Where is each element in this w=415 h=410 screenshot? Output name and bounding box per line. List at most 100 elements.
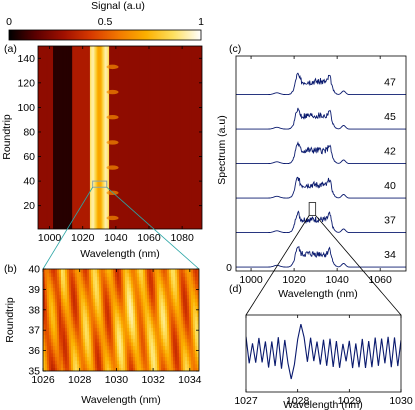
heatmap-b-cell — [173, 294, 176, 299]
heatmap-b-cell — [193, 276, 196, 281]
heatmap-b-cell — [75, 360, 78, 365]
heatmap-b-cell — [77, 352, 80, 358]
heatmap-a-cell — [147, 46, 150, 229]
heatmap-b-cell — [145, 352, 148, 358]
heatmap-b-cell — [137, 345, 140, 350]
heatmap-b-cell — [169, 316, 172, 321]
heatmap-b-cell — [121, 316, 124, 321]
heatmap-b-cell — [163, 338, 166, 343]
heatmap-a-cell — [178, 46, 181, 229]
heatmap-a-cell — [99, 46, 102, 229]
heatmap-b-cell — [93, 294, 96, 299]
heatmap-b-cell — [111, 312, 114, 317]
heatmap-a-cell — [42, 46, 45, 229]
heatmap-b-cell — [121, 367, 124, 371]
heatmap-b-cell — [53, 360, 56, 365]
heatmap-b-cell — [65, 360, 68, 365]
heatmap-b-cell — [109, 352, 112, 358]
heatmap-b-cell — [187, 320, 190, 325]
heatmap-a-cell — [193, 46, 196, 229]
heatmap-b-cell — [59, 360, 62, 365]
heatmap-b-cell — [143, 272, 146, 277]
heatmap-a-cell — [185, 46, 188, 229]
heatmap-b-cell — [141, 330, 144, 336]
heatmap-b-cell — [113, 312, 116, 317]
heatmap-b-cell — [103, 352, 106, 358]
heatmap-b-cell — [159, 341, 162, 347]
heatmap-b-cell — [45, 323, 48, 328]
heatmap-b-cell — [121, 349, 124, 354]
heatmap-b-cell — [59, 323, 62, 328]
heatmap-b-cell — [155, 367, 158, 371]
heatmap-b-cell — [113, 294, 116, 299]
heatmap-b-cell — [159, 294, 162, 299]
heatmap-b-cell — [153, 360, 156, 365]
heatmap-b-cell — [87, 269, 90, 274]
heatmap-b-cell — [105, 360, 108, 365]
heatmap-b-cell — [111, 305, 114, 310]
heatmap-b-cell — [125, 312, 128, 317]
heatmap-b-cell — [173, 363, 176, 368]
heatmap-b-cell — [93, 327, 96, 332]
heatmap-b-cell — [187, 360, 190, 365]
heatmap-a-cell — [124, 46, 127, 229]
heatmap-a-cell — [200, 46, 202, 229]
heatmap-a-cell — [176, 46, 178, 229]
heatmap-b-cell — [57, 298, 60, 303]
heatmap-b-cell — [65, 349, 68, 354]
heatmap-b-cell — [49, 334, 52, 339]
heatmap-a-cell — [139, 46, 142, 229]
heatmap-b-cell — [89, 276, 92, 281]
heatmap-a-cell — [79, 46, 81, 229]
heatmap-b-cell — [161, 345, 164, 350]
heatmap-b-cell — [75, 290, 78, 296]
heatmap-a-cell — [69, 46, 72, 229]
heatmap-b-cell — [99, 312, 102, 317]
heatmap-b-cell — [179, 356, 182, 361]
heatmap-b-cell — [179, 341, 182, 347]
heatmap-b-cell — [127, 320, 130, 325]
heatmap-b-cell — [133, 283, 136, 288]
heatmap-b-cell — [119, 316, 122, 321]
heatmap-b-cell — [83, 356, 86, 361]
heatmap-b-cell — [157, 287, 160, 292]
panel-b-ytick-label: 39 — [28, 284, 40, 296]
heatmap-b-cell — [157, 349, 160, 354]
heatmap-b-cell — [115, 323, 118, 328]
heatmap-b-cell — [103, 269, 106, 274]
heatmap-b-cell — [75, 323, 78, 328]
heatmap-b-cell — [63, 287, 66, 292]
heatmap-b-cell — [183, 269, 186, 274]
heatmap-b-cell — [149, 279, 152, 285]
heatmap-b-cell — [153, 309, 156, 314]
heatmap-b-cell — [143, 345, 146, 350]
heatmap-b-cell — [105, 323, 108, 328]
heatmap-b-cell — [151, 338, 154, 343]
heatmap-b-cell — [191, 360, 194, 365]
heatmap-b-cell — [163, 309, 166, 314]
heatmap-b-cell — [137, 367, 140, 371]
heatmap-b-cell — [167, 323, 170, 328]
heatmap-b-cell — [189, 327, 192, 332]
heatmap-b-cell — [91, 349, 94, 354]
heatmap-b-cell — [67, 269, 70, 274]
heatmap-b-cell — [153, 305, 156, 310]
heatmap-a-cell — [133, 46, 136, 229]
spectrum-label: 34 — [384, 249, 396, 261]
heatmap-b-cell — [127, 309, 130, 314]
heatmap-b-cell — [101, 283, 104, 288]
heatmap-b-cell — [133, 349, 136, 354]
spectrum-label: 45 — [384, 111, 396, 123]
heatmap-b-cell — [133, 294, 136, 299]
heatmap-b-cell — [121, 283, 124, 288]
heatmap-b-cell — [197, 345, 199, 350]
heatmap-b-cell — [49, 360, 52, 365]
heatmap-b-cell — [91, 338, 94, 343]
heatmap-b-cell — [45, 301, 48, 307]
heatmap-b-cell — [131, 294, 134, 299]
heatmap-b-cell — [61, 269, 64, 274]
heatmap-b-cell — [109, 360, 112, 365]
heatmap-b-cell — [103, 356, 106, 361]
heatmap-b-cell — [133, 363, 136, 368]
